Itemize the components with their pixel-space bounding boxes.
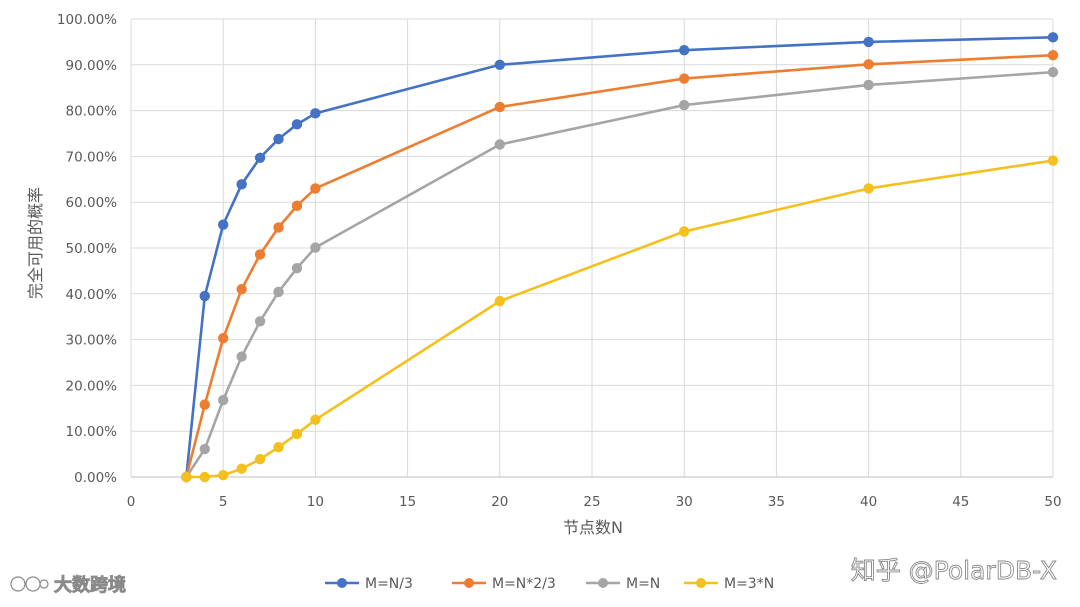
data-point	[218, 219, 229, 230]
y-tick-label: 20.00%	[66, 378, 118, 394]
data-point	[494, 139, 505, 150]
y-tick-label: 100.00%	[57, 12, 117, 28]
x-tick-label: 10	[307, 494, 324, 510]
data-point	[273, 286, 284, 298]
data-point	[236, 179, 247, 190]
y-tick-label: 70.00%	[66, 149, 118, 165]
data-point	[1047, 155, 1059, 166]
legend-label: M=3*N	[724, 576, 774, 592]
data-point	[494, 295, 505, 307]
x-axis-ticks: 0 5 10 15 20 25 30 35 40 45 50	[127, 494, 1062, 510]
y-axis-title: 完全可用的概率	[26, 187, 45, 299]
y-tick-label: 50.00%	[66, 241, 118, 257]
data-point	[218, 394, 229, 406]
series-line-2	[185, 53, 1055, 479]
y-tick-label: 0.00%	[74, 470, 117, 486]
y-tick-label: 30.00%	[66, 333, 118, 349]
series-points	[181, 32, 1059, 483]
y-tick-label: 90.00%	[66, 58, 118, 74]
y-tick-label: 80.00%	[66, 104, 118, 120]
data-point	[863, 183, 874, 194]
data-point	[181, 471, 192, 483]
x-tick-label: 45	[952, 494, 969, 510]
data-point	[863, 36, 874, 48]
x-tick-label: 30	[676, 494, 693, 510]
data-point	[199, 399, 210, 410]
data-point	[1047, 32, 1059, 43]
gridlines	[130, 18, 1054, 478]
data-point	[291, 428, 303, 440]
legend-label: M=N*2/3	[492, 576, 556, 592]
y-axis-ticks: 0.00% 10.00% 20.00% 30.00% 40.00% 50.00% 60.00…	[57, 12, 117, 486]
watermark-zhihu: 知乎 @PolarDB-X	[851, 556, 1057, 585]
data-point	[291, 200, 303, 212]
legend-marker	[598, 578, 608, 588]
series-line-1	[185, 36, 1055, 479]
watermark-logo-icon	[10, 576, 49, 592]
y-tick-label: 40.00%	[66, 287, 118, 303]
watermark-source: 大数跨境	[54, 574, 126, 596]
data-point	[254, 453, 266, 465]
legend-label: M=N	[626, 576, 660, 592]
data-point	[679, 99, 690, 111]
data-point	[679, 44, 690, 56]
x-tick-label: 5	[219, 494, 228, 510]
x-tick-label: 20	[491, 494, 508, 510]
data-point	[254, 316, 266, 327]
data-point	[310, 108, 321, 119]
legend-marker	[464, 578, 474, 588]
series-line-3	[185, 70, 1055, 479]
data-point	[494, 101, 505, 113]
data-point	[310, 242, 321, 253]
data-point	[310, 183, 321, 194]
legend: M=N/3 M=N*2/3 M=N M=3*N	[325, 576, 774, 592]
data-point	[273, 222, 284, 233]
series-line-4	[185, 159, 1055, 479]
data-point	[1047, 49, 1059, 61]
data-point	[679, 226, 690, 237]
y-tick-label: 60.00%	[66, 195, 118, 211]
x-tick-label: 35	[768, 494, 785, 510]
data-point	[236, 463, 247, 474]
x-axis-title: 节点数N	[563, 518, 623, 537]
data-point	[273, 133, 284, 145]
data-point	[236, 351, 247, 362]
data-point	[218, 333, 229, 344]
x-tick-label: 15	[399, 494, 416, 510]
x-tick-label: 50	[1044, 494, 1061, 510]
x-tick-label: 25	[583, 494, 600, 510]
data-point	[291, 119, 303, 130]
data-point	[254, 249, 266, 260]
data-point	[218, 469, 229, 481]
data-point	[679, 73, 690, 84]
x-tick-label: 40	[860, 494, 877, 510]
data-point	[199, 443, 210, 455]
data-point	[273, 442, 284, 453]
data-point	[863, 59, 874, 70]
data-point	[863, 79, 874, 91]
y-tick-label: 10.00%	[66, 424, 118, 440]
x-tick-label: 0	[127, 494, 136, 510]
legend-label: M=N/3	[365, 576, 413, 592]
data-point	[291, 262, 303, 274]
series-lines	[185, 36, 1055, 479]
data-point	[236, 284, 247, 295]
legend-marker	[696, 578, 706, 588]
data-point	[1047, 66, 1059, 78]
legend-marker	[337, 578, 347, 588]
data-point	[199, 471, 210, 483]
data-point	[494, 59, 505, 70]
data-point	[199, 290, 210, 302]
data-point	[310, 414, 321, 425]
data-point	[254, 152, 266, 163]
